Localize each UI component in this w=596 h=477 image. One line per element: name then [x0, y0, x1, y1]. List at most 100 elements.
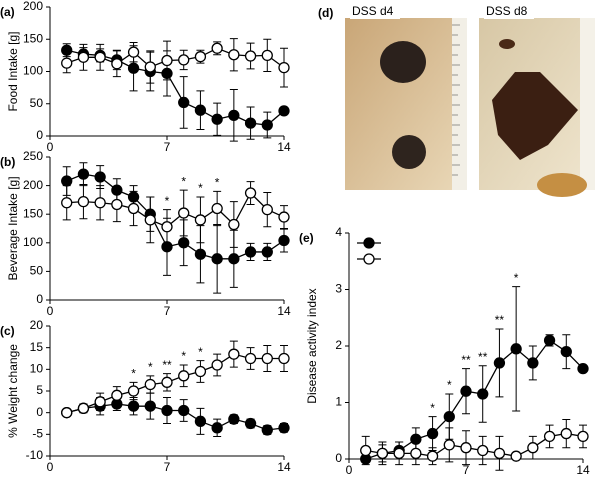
fecal-pellet [392, 135, 426, 169]
data-point [228, 218, 240, 231]
significance-mark: * [181, 349, 186, 363]
data-point [77, 168, 90, 180]
data-point [493, 447, 506, 460]
legend-marker [363, 237, 375, 249]
y-tick-label: -10 [26, 448, 44, 462]
data-point [477, 388, 489, 400]
data-point [261, 203, 273, 216]
data-point [228, 413, 240, 425]
data-point [278, 211, 290, 223]
significance-mark: ** [478, 350, 488, 364]
significance-mark: * [215, 175, 220, 189]
y-tick-label: 1 [335, 395, 342, 409]
data-point [161, 404, 173, 417]
data-point [426, 450, 439, 462]
y-tick-label: 20 [30, 318, 44, 332]
data-point [111, 389, 123, 401]
data-point [443, 410, 455, 423]
significance-mark: * [430, 401, 435, 415]
significance-mark: * [447, 378, 452, 392]
data-point [244, 417, 257, 430]
data-point [244, 352, 257, 365]
x-tick-label: 0 [47, 304, 54, 318]
data-point [527, 357, 539, 369]
data-point [111, 198, 123, 211]
data-point [111, 58, 123, 70]
data-point [560, 345, 572, 358]
data-point [577, 430, 589, 443]
data-point [194, 104, 207, 116]
data-point [61, 44, 73, 56]
data-point [94, 396, 106, 408]
data-point [278, 61, 290, 74]
data-point [178, 370, 190, 382]
data-point [577, 362, 589, 375]
significance-mark: * [148, 360, 153, 374]
data-point [261, 424, 273, 436]
y-tick-label: 0 [36, 292, 43, 306]
y-tick-label: 200 [23, 0, 43, 13]
data-point [376, 447, 389, 460]
legend-marker [363, 253, 375, 265]
y-axis-label: Beverage Intake [g] [6, 176, 20, 280]
x-tick-label: 0 [346, 463, 353, 477]
data-point [94, 197, 106, 209]
data-point [211, 359, 223, 371]
data-point [194, 51, 207, 63]
panel-label: (e) [299, 231, 314, 245]
stool-smear [499, 39, 515, 49]
data-point [228, 49, 240, 61]
significance-mark: * [514, 271, 519, 285]
data-point [278, 105, 290, 117]
data-point [543, 430, 556, 443]
data-point [211, 42, 223, 54]
data-point [61, 57, 73, 69]
y-tick-label: 250 [23, 149, 43, 163]
data-point [493, 357, 506, 369]
data-point [261, 49, 273, 62]
y-axis-label: Disease activity index [305, 288, 319, 403]
panel-label: (b) [0, 155, 15, 169]
data-point [410, 447, 422, 460]
y-tick-label: 15 [30, 340, 44, 354]
x-tick-label: 14 [277, 304, 291, 318]
data-point [460, 442, 472, 454]
data-point [77, 402, 90, 414]
y-axis-label: % Weight change [6, 344, 20, 438]
x-tick-label: 0 [47, 460, 54, 474]
data-point [144, 214, 156, 226]
data-point [560, 427, 572, 440]
data-point [228, 253, 240, 265]
data-point [144, 400, 156, 412]
y-tick-label: 4 [335, 225, 342, 239]
data-point [127, 400, 140, 412]
data-point [61, 175, 73, 187]
data-point [278, 422, 290, 434]
data-point [111, 184, 123, 196]
data-point [228, 109, 240, 122]
data-point [161, 241, 173, 253]
data-point [211, 113, 223, 125]
y-tick-label: 200 [23, 178, 43, 192]
caption-bg [350, 5, 400, 19]
stool-smear [492, 72, 578, 160]
data-point [194, 248, 207, 260]
data-point [127, 202, 140, 215]
y-tick-label: 3 [335, 282, 342, 296]
data-point [211, 422, 223, 434]
data-point [161, 376, 173, 388]
significance-mark: ** [495, 313, 505, 327]
data-point [127, 46, 140, 58]
panel-label: (c) [0, 324, 15, 338]
y-tick-label: -5 [32, 427, 43, 441]
ruler [580, 18, 595, 190]
data-point [244, 50, 257, 62]
data-point [543, 334, 556, 347]
significance-mark: * [198, 181, 203, 195]
significance-mark: * [198, 345, 203, 359]
panel-label: (a) [0, 5, 15, 19]
data-point [194, 415, 207, 427]
data-point [211, 253, 223, 265]
ruler [452, 18, 467, 190]
